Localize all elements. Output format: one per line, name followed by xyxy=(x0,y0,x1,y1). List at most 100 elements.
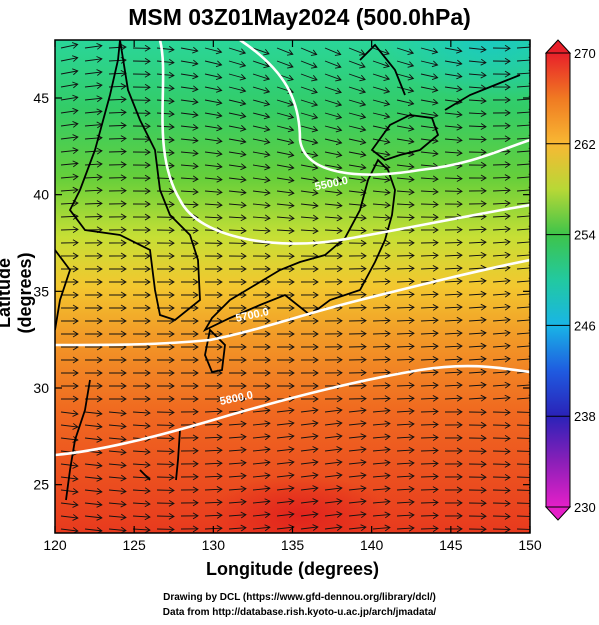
wind-vector xyxy=(300,47,317,55)
wind-arrowhead xyxy=(383,87,391,94)
wind-vector xyxy=(372,449,390,452)
wind-vector xyxy=(420,371,439,374)
colorbar: 270 262 254 246 238 230 xyxy=(544,39,596,521)
wind-vector xyxy=(396,216,415,219)
wind-arrowhead xyxy=(432,304,439,311)
wind-vector xyxy=(492,397,510,400)
wind-arrowhead xyxy=(144,83,151,91)
wind-arrowhead xyxy=(263,61,270,69)
wind-arrowhead xyxy=(504,290,511,298)
wind-vector xyxy=(84,189,103,192)
wind-arrowhead xyxy=(408,291,415,298)
wind-arrowhead xyxy=(288,420,295,427)
wind-vector xyxy=(468,216,487,218)
wind-arrowhead xyxy=(263,87,271,94)
wind-vector xyxy=(372,268,391,270)
wind-arrowhead xyxy=(335,138,343,146)
wind-arrowhead xyxy=(192,111,199,118)
wind-arrowhead xyxy=(456,499,463,507)
wind-arrowhead xyxy=(480,277,487,285)
wind-arrowhead xyxy=(144,487,151,495)
wind-vector xyxy=(396,138,414,143)
wind-arrowhead xyxy=(480,381,487,389)
wind-arrowhead xyxy=(264,227,271,235)
wind-arrowhead xyxy=(432,382,439,389)
wind-arrowhead xyxy=(96,147,103,155)
wind-vector xyxy=(396,280,415,283)
wind-arrowhead xyxy=(456,136,463,144)
wind-arrowhead xyxy=(312,382,319,390)
wind-arrowhead xyxy=(120,291,127,299)
wind-arrowhead xyxy=(144,278,151,286)
wind-vector xyxy=(468,332,486,335)
wind-arrowhead xyxy=(288,265,295,273)
wind-vector xyxy=(396,60,414,67)
wind-arrowhead xyxy=(264,459,271,467)
wind-arrowhead xyxy=(456,486,463,494)
wind-arrowhead xyxy=(264,150,271,158)
wind-vector xyxy=(444,332,462,335)
wind-vector xyxy=(324,474,342,478)
wind-arrowhead xyxy=(240,356,247,364)
wind-arrowhead xyxy=(168,304,175,312)
wind-arrowhead xyxy=(264,369,271,377)
wind-arrowhead xyxy=(72,121,79,128)
wind-arrowhead xyxy=(120,200,127,208)
wind-vector xyxy=(228,229,247,232)
wind-arrowhead xyxy=(312,201,319,209)
wind-arrowhead xyxy=(287,125,295,133)
wind-vector xyxy=(180,47,198,52)
wind-vector xyxy=(516,72,530,75)
wind-arrowhead xyxy=(96,369,103,377)
wind-arrowhead xyxy=(120,513,127,521)
wind-vector xyxy=(132,463,150,466)
wind-vector xyxy=(516,150,530,153)
wind-vector xyxy=(420,449,439,452)
wind-arrowhead xyxy=(216,252,223,260)
wind-arrowhead xyxy=(240,472,247,480)
wind-arrowhead xyxy=(168,343,175,351)
wind-vector xyxy=(420,345,439,348)
wind-vector xyxy=(420,177,438,180)
wind-arrowhead xyxy=(311,151,319,158)
wind-vector xyxy=(84,58,102,62)
wind-arrowhead xyxy=(480,486,487,494)
wind-vector xyxy=(420,527,439,530)
wind-arrowhead xyxy=(384,356,391,364)
wind-arrowhead xyxy=(432,239,439,247)
wind-vector xyxy=(468,254,486,257)
wind-arrowhead xyxy=(192,317,199,325)
wind-arrowhead xyxy=(120,239,127,247)
wind-vector xyxy=(372,436,390,439)
wind-vector xyxy=(516,463,530,465)
wind-vector xyxy=(348,474,366,478)
wind-vector xyxy=(492,463,511,465)
wind-vector xyxy=(516,397,530,400)
wind-vector xyxy=(276,125,294,131)
wind-arrowhead xyxy=(96,239,103,247)
wind-vector xyxy=(84,71,102,75)
wind-arrowhead xyxy=(72,55,79,62)
wind-vector xyxy=(324,138,342,144)
wind-arrowhead xyxy=(264,407,271,415)
wind-arrowhead xyxy=(360,252,367,260)
wind-vector xyxy=(180,177,198,180)
wind-vector xyxy=(84,176,102,179)
wind-vector xyxy=(276,203,294,207)
wind-vector xyxy=(108,98,127,101)
wind-vector xyxy=(300,435,318,439)
wind-arrowhead xyxy=(456,512,463,520)
wind-vector xyxy=(204,86,222,91)
wind-arrowhead xyxy=(264,524,271,532)
wind-arrowhead xyxy=(432,356,439,363)
wind-arrowhead xyxy=(144,213,151,221)
wind-vector xyxy=(516,411,530,413)
wind-arrowhead xyxy=(192,175,199,183)
wind-arrowhead xyxy=(504,57,511,65)
wind-arrowhead xyxy=(456,394,463,402)
wind-arrowhead xyxy=(480,200,487,208)
y-axis: 25 30 35 40 45 xyxy=(33,90,530,493)
wind-arrowhead xyxy=(407,112,415,119)
wind-vector xyxy=(228,177,246,181)
